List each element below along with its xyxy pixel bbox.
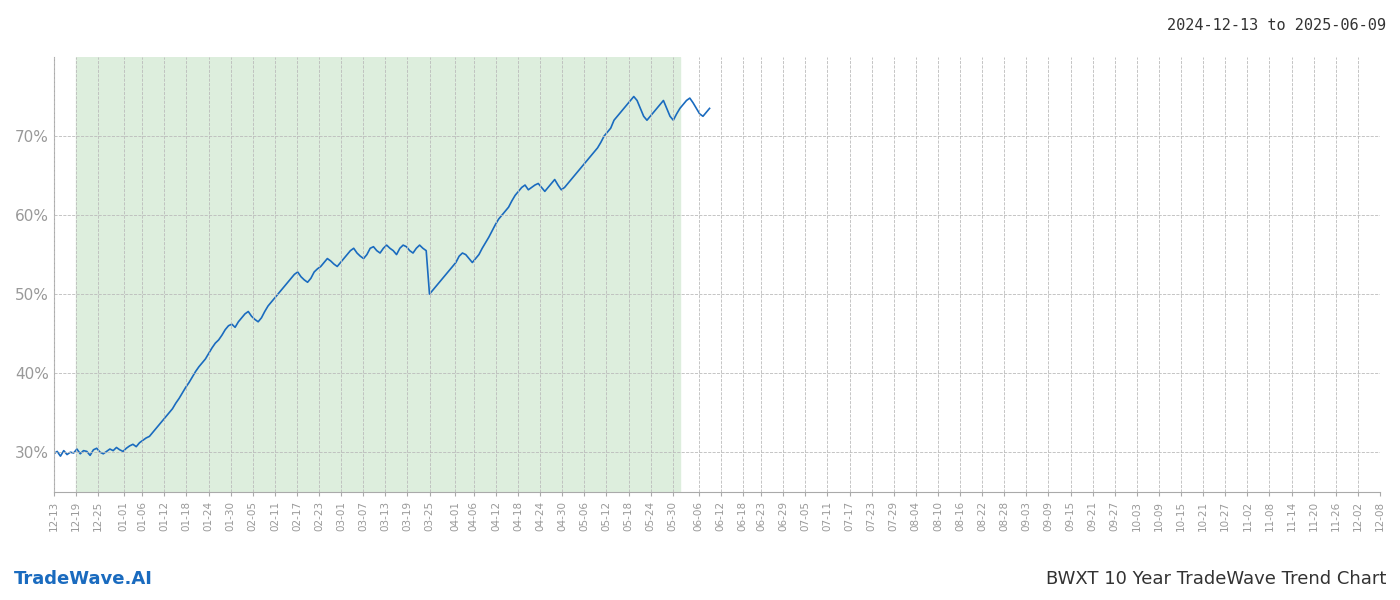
Text: 2024-12-13 to 2025-06-09: 2024-12-13 to 2025-06-09 xyxy=(1168,18,1386,33)
Text: BWXT 10 Year TradeWave Trend Chart: BWXT 10 Year TradeWave Trend Chart xyxy=(1046,570,1386,588)
Bar xyxy=(76,57,680,492)
Text: TradeWave.AI: TradeWave.AI xyxy=(14,570,153,588)
